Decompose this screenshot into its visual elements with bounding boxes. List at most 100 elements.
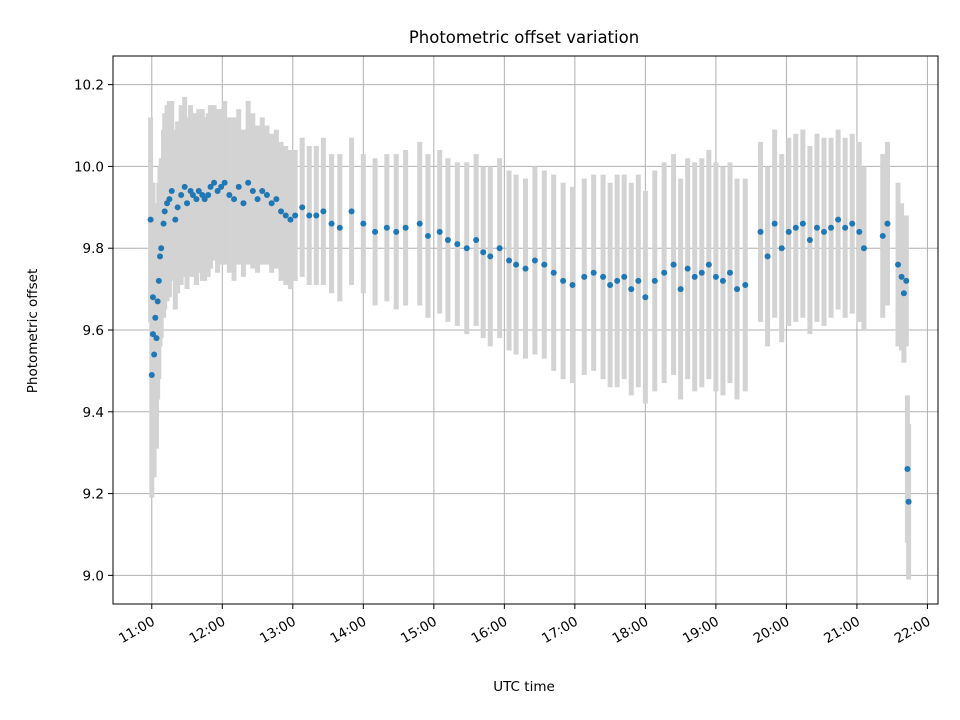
error-bars xyxy=(148,96,912,580)
data-point xyxy=(360,220,367,227)
data-point xyxy=(218,183,225,190)
data-point xyxy=(590,269,597,276)
data-point xyxy=(292,212,299,219)
data-point xyxy=(154,298,161,305)
data-point xyxy=(249,187,256,194)
data-point xyxy=(792,224,799,231)
x-tick-label: 16:00 xyxy=(469,614,511,647)
data-point xyxy=(842,224,849,231)
data-point xyxy=(348,208,355,215)
data-point xyxy=(214,187,221,194)
y-tick-label: 9.4 xyxy=(83,405,104,421)
data-point xyxy=(287,216,294,223)
data-point xyxy=(677,286,684,293)
data-point xyxy=(436,228,443,235)
data-point xyxy=(240,200,247,207)
y-tick-label: 10.2 xyxy=(74,78,104,94)
data-point xyxy=(581,273,588,280)
data-point xyxy=(764,253,771,260)
data-point xyxy=(313,212,320,219)
x-axis: 11:00 12:00 13:00 14:00 15:00 16:00 17:00 18:00… xyxy=(116,604,933,647)
data-point xyxy=(607,282,614,289)
data-point xyxy=(259,187,266,194)
data-point xyxy=(785,228,792,235)
data-point xyxy=(600,273,607,280)
data-point xyxy=(642,294,649,301)
data-point xyxy=(444,237,451,244)
data-point xyxy=(320,208,327,215)
x-tick-label: 21:00 xyxy=(821,614,863,647)
data-point xyxy=(691,273,698,280)
x-tick-label: 14:00 xyxy=(328,614,370,647)
data-point xyxy=(771,220,778,227)
data-point xyxy=(522,265,529,272)
data-point xyxy=(155,277,162,284)
data-point xyxy=(742,282,749,289)
data-point xyxy=(268,200,275,207)
data-point xyxy=(172,216,179,223)
data-point xyxy=(860,245,867,252)
y-tick-label: 9.0 xyxy=(83,568,104,584)
data-point xyxy=(181,183,188,190)
data-point xyxy=(383,224,390,231)
x-tick-label: 12:00 xyxy=(187,614,229,647)
x-tick-label: 19:00 xyxy=(680,614,722,647)
data-point xyxy=(904,466,911,473)
data-point xyxy=(195,187,202,194)
data-point xyxy=(463,245,470,252)
data-point xyxy=(778,245,785,252)
data-point xyxy=(336,224,343,231)
data-point xyxy=(705,261,712,268)
data-point xyxy=(569,282,576,289)
x-tick-label: 15:00 xyxy=(398,614,440,647)
data-point xyxy=(235,183,242,190)
data-point xyxy=(149,331,156,338)
data-point xyxy=(651,277,658,284)
data-point xyxy=(402,224,409,231)
data-point xyxy=(184,200,191,207)
data-point xyxy=(531,257,538,264)
data-point xyxy=(299,204,306,211)
data-point xyxy=(160,220,167,227)
data-point xyxy=(884,220,891,227)
data-point xyxy=(278,208,285,215)
data-point xyxy=(684,265,691,272)
data-point xyxy=(487,253,494,260)
data-point xyxy=(635,277,642,284)
data-point xyxy=(821,228,828,235)
data-point xyxy=(621,273,628,280)
y-axis-label: Photometric offset xyxy=(25,269,41,393)
data-point xyxy=(158,245,165,252)
data-point xyxy=(734,286,741,293)
data-point xyxy=(221,179,228,186)
data-point xyxy=(282,212,289,219)
data-point xyxy=(231,196,238,203)
y-axis: 9.0 9.2 9.4 9.6 9.8 10.0 10.2 xyxy=(74,78,113,584)
data-point xyxy=(178,192,185,199)
data-point xyxy=(193,196,200,203)
data-point xyxy=(393,228,400,235)
x-tick-label: 17:00 xyxy=(539,614,581,647)
data-point xyxy=(698,269,705,276)
data-point xyxy=(849,220,856,227)
data-point xyxy=(149,294,156,301)
data-point xyxy=(480,249,487,256)
data-point xyxy=(245,179,252,186)
data-point xyxy=(828,224,835,231)
data-point xyxy=(806,237,813,244)
data-point xyxy=(614,277,621,284)
data-point xyxy=(226,192,233,199)
data-point xyxy=(900,290,907,297)
data-point xyxy=(201,196,208,203)
data-point xyxy=(757,228,764,235)
data-point xyxy=(903,277,910,284)
y-tick-label: 10.0 xyxy=(74,159,104,175)
data-point xyxy=(550,269,557,276)
data-point xyxy=(661,269,668,276)
data-point xyxy=(628,286,635,293)
y-tick-label: 9.2 xyxy=(83,487,104,503)
x-tick-label: 22:00 xyxy=(892,614,934,647)
data-point xyxy=(719,277,726,284)
x-tick-label: 20:00 xyxy=(751,614,793,647)
data-point xyxy=(211,179,218,186)
